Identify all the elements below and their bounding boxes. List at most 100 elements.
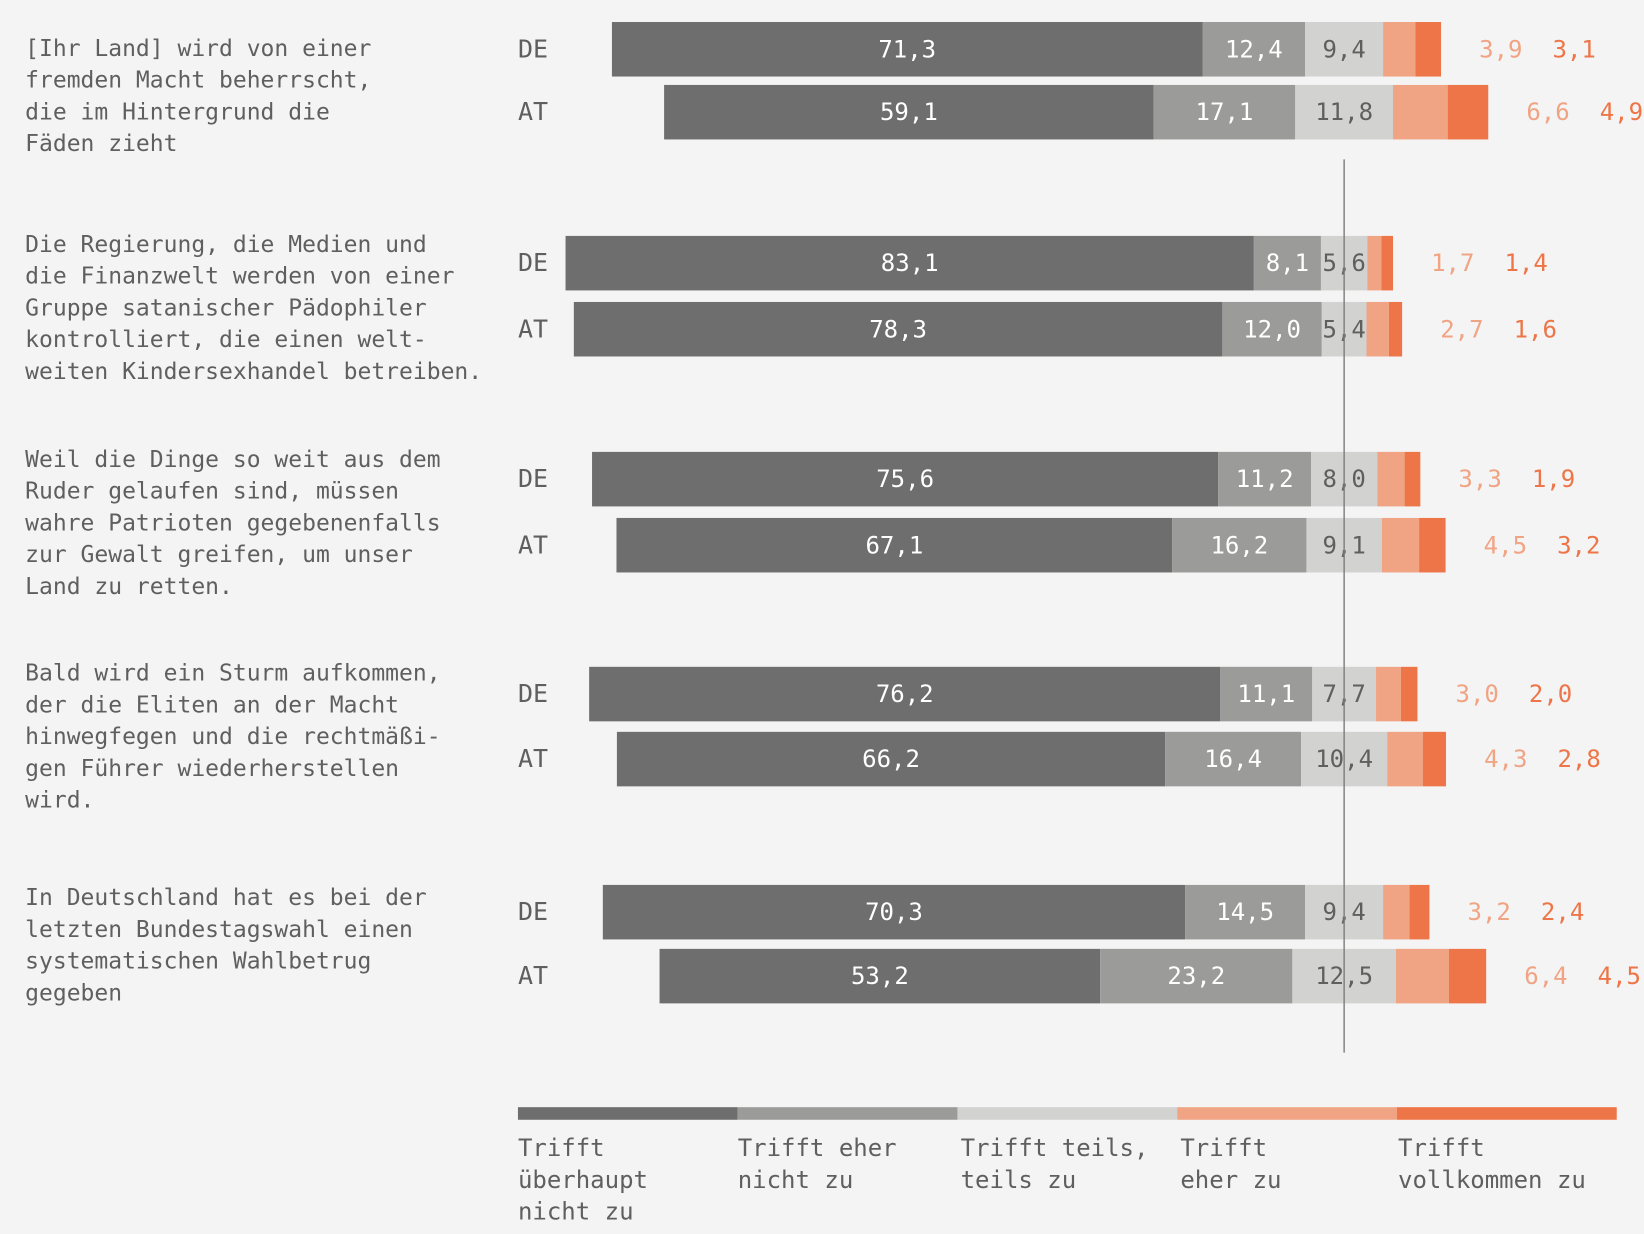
data-label: 11,2 (1236, 465, 1294, 493)
legend-label: Trifft eher (738, 1134, 897, 1162)
data-label: 3,1 (1553, 35, 1596, 63)
legend-swatch (1396, 1107, 1617, 1120)
statement-label-line: wird. (25, 788, 94, 814)
statement-label-line: Ruder gelaufen sind, müssen (25, 479, 399, 505)
legend-label: Trifft teils, (961, 1134, 1149, 1162)
data-label: 1,4 (1504, 249, 1547, 277)
data-label: 17,1 (1196, 98, 1254, 126)
statement-label-line: [Ihr Land] wird von einer (25, 36, 371, 62)
statement-label-line: kontrolliert, die einen welt- (25, 327, 427, 353)
data-label: 16,2 (1210, 531, 1268, 559)
bar-segment (664, 84, 1154, 140)
legend-label: nicht zu (518, 1198, 634, 1226)
data-label: 83,1 (881, 249, 939, 277)
data-label: 8,1 (1266, 249, 1309, 277)
bar-segment (611, 22, 1203, 77)
bar-segment (1383, 22, 1416, 77)
bar-segment (1381, 235, 1394, 291)
data-label: 1,9 (1532, 465, 1575, 493)
data-label: 2,8 (1557, 745, 1600, 773)
bar-segment (1305, 22, 1384, 77)
bar-segment (616, 517, 1173, 573)
bar-segment (589, 666, 1221, 722)
statement-label-line: Die Regierung, die Medien und (25, 232, 427, 258)
bar-segment (1419, 517, 1446, 573)
bar-segment (1393, 84, 1448, 140)
bar-segment (1388, 301, 1403, 357)
bar-segment (1387, 731, 1423, 787)
bar-segment (1415, 22, 1442, 77)
data-label: 6,6 (1526, 98, 1569, 126)
bar-segment (1404, 451, 1421, 507)
bar-segment (565, 235, 1254, 291)
data-label: 2,7 (1440, 315, 1483, 343)
data-label: 3,9 (1479, 35, 1522, 63)
bar-segment (1447, 84, 1489, 140)
data-label: 2,4 (1541, 898, 1584, 926)
statement-label-line: die Finanzwelt werden von einer (25, 264, 454, 290)
statement-label-line: weiten Kindersexhandel betreiben. (25, 359, 482, 385)
statement-label-line: Land zu retten. (25, 574, 233, 600)
statement-label-line: der die Eliten an der Macht (25, 692, 399, 718)
legend-label: eher zu (1180, 1166, 1281, 1194)
data-label: 16,4 (1204, 745, 1262, 773)
data-label: 2,0 (1529, 680, 1572, 708)
data-label: 14,5 (1216, 898, 1274, 926)
data-label: 11,8 (1315, 98, 1373, 126)
legend-label: Trifft (1180, 1134, 1267, 1162)
data-label: 70,3 (865, 898, 923, 926)
country-label: DE (518, 248, 548, 277)
statement-label-line: Bald wird ein Sturm aufkommen, (25, 661, 440, 687)
bar-segment (1400, 666, 1418, 722)
statement-label-line: hinwegfegen und die rechtmäßi- (25, 724, 440, 750)
country-label: AT (518, 97, 548, 126)
data-label: 9,4 (1322, 35, 1365, 63)
statement-label-line: wahre Patrioten gegebenenfalls (25, 510, 440, 536)
country-label: AT (518, 744, 548, 773)
bar-segment (659, 948, 1101, 1004)
statement-label-line: Fäden zieht (25, 131, 177, 157)
bar-segment (602, 884, 1186, 940)
data-label: 4,3 (1484, 745, 1527, 773)
statement-label-line: gen Führer wiederherstellen (25, 756, 399, 782)
data-label: 59,1 (880, 98, 938, 126)
legend-label: vollkommen zu (1398, 1166, 1586, 1194)
data-label: 71,3 (878, 35, 936, 63)
bar-segment (1220, 666, 1313, 722)
statement-label-line: gegeben (25, 980, 122, 1006)
data-label: 4,5 (1484, 531, 1527, 559)
legend-swatch (517, 1107, 738, 1120)
bar-segment (1153, 84, 1296, 140)
data-label: 4,9 (1600, 98, 1643, 126)
data-label: 66,2 (862, 745, 920, 773)
country-label: DE (518, 464, 548, 493)
data-label: 53,2 (851, 962, 909, 990)
country-label: DE (518, 679, 548, 708)
bar-segment (1165, 731, 1302, 787)
statement-label-line: die im Hintergrund die (25, 99, 330, 125)
data-label: 11,1 (1237, 680, 1295, 708)
data-label: 4,5 (1598, 962, 1641, 990)
bar-rows: 71,3 12,4 9,4 3,9 3,1 59,1 17,1 11,8 6,6 4,9 83,1 8… (565, 22, 1643, 1004)
bar-segment (573, 301, 1223, 357)
statement-label-line: zur Gewalt greifen, um unser (25, 542, 413, 568)
bar-segment (1383, 884, 1410, 940)
legend-label: Trifft (518, 1134, 605, 1162)
legend-label: überhaupt (518, 1166, 648, 1194)
statement-label-line: systematischen Wahlbetrug (25, 949, 371, 975)
data-label: 1,7 (1431, 249, 1474, 277)
bar-segment (616, 731, 1166, 787)
country-label: AT (518, 530, 548, 559)
bar-segment (1218, 451, 1312, 507)
country-label: AT (518, 314, 548, 343)
data-label: 12,0 (1243, 315, 1301, 343)
data-label: 1,6 (1514, 315, 1557, 343)
bar-segment (1409, 884, 1430, 940)
bar-segment (592, 451, 1219, 507)
bar-segment (1202, 22, 1306, 77)
statement-label-line: fremden Macht beherrscht, (25, 68, 371, 94)
bar-segment (1448, 948, 1487, 1004)
data-label: 6,4 (1524, 962, 1567, 990)
data-label: 67,1 (865, 531, 923, 559)
